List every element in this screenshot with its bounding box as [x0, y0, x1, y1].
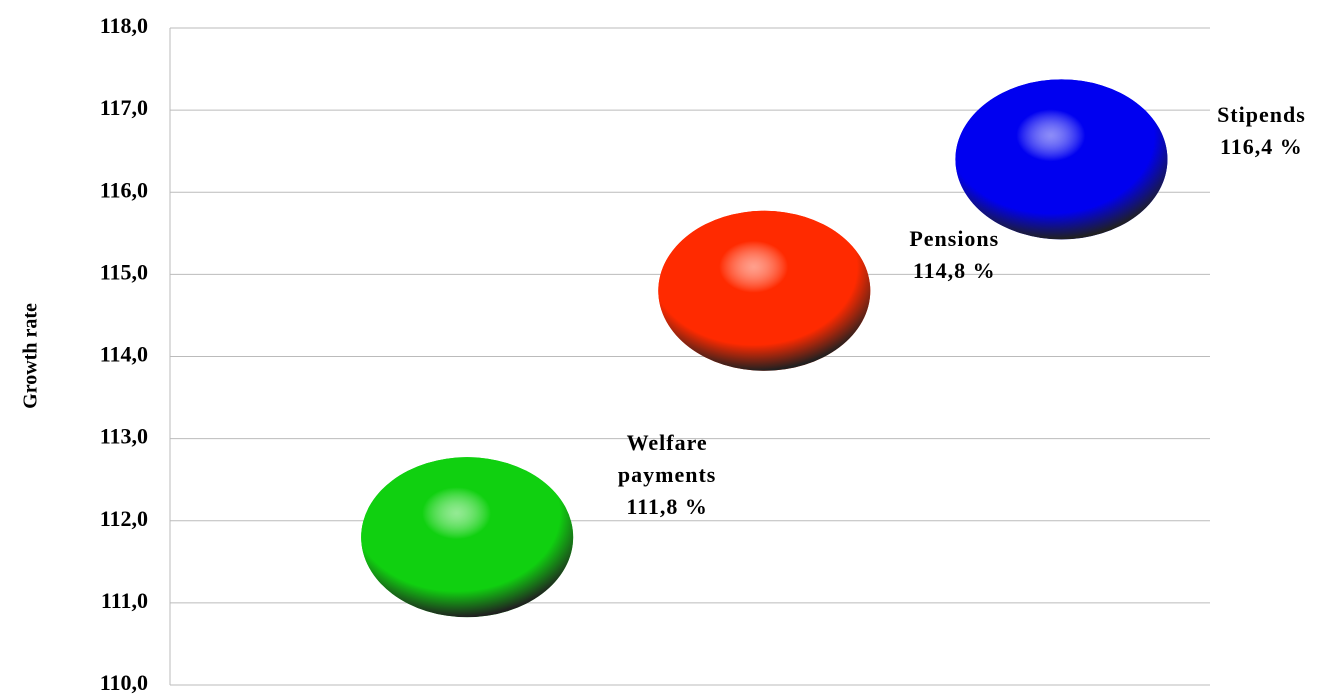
bubble [955, 79, 1168, 240]
y-tick-label: 113,0 [100, 424, 148, 449]
bubble [658, 210, 871, 371]
y-tick-label: 115,0 [100, 259, 148, 284]
bubble-value-label: 111,8 % [626, 494, 708, 520]
bubble-value-label: 116,4 % [1220, 134, 1303, 160]
y-tick-label: 114,0 [100, 342, 148, 367]
bubble-name: Stipends [1217, 102, 1306, 128]
bubble [361, 457, 574, 618]
bubble-name: Welfare payments [617, 430, 717, 488]
y-tick-label: 112,0 [100, 506, 148, 531]
bubble-name: Pensions [909, 225, 1000, 251]
y-tick-label: 116,0 [100, 177, 148, 202]
y-tick-label: 110,0 [100, 670, 148, 695]
y-tick-label: 118,0 [100, 13, 148, 38]
y-axis-label: Growth rate [20, 303, 42, 409]
y-tick-label: 117,0 [100, 95, 148, 120]
y-tick-label: 111,0 [101, 588, 148, 613]
bubble-value-label: 114,8 % [912, 257, 996, 283]
